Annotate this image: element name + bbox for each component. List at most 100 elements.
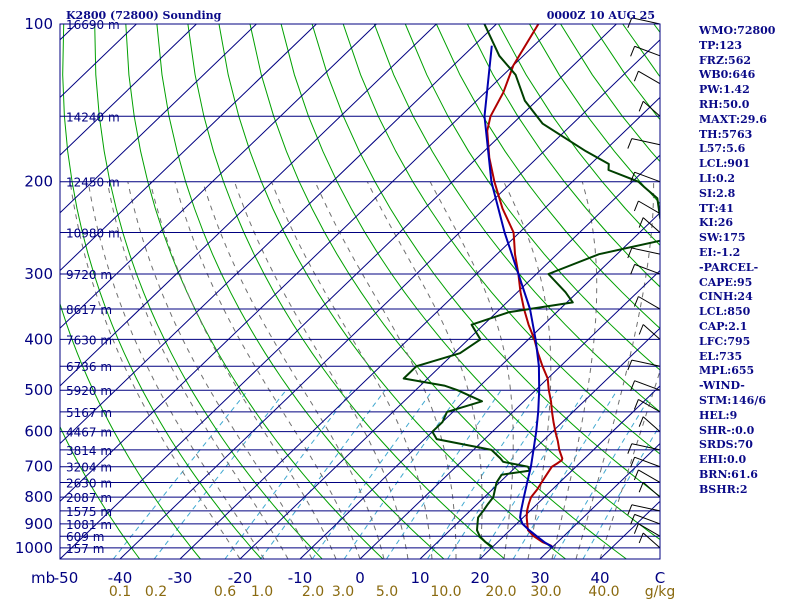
height-label: 5920 m xyxy=(66,384,112,398)
wind-barb xyxy=(642,532,661,549)
mixing-ratio-label: 2.0 xyxy=(302,584,324,600)
dewpoint-line xyxy=(402,24,660,548)
isotherm xyxy=(179,96,660,559)
mixing-ratio-label: 40.0 xyxy=(588,584,619,600)
height-label: 3814 m xyxy=(66,444,112,458)
wind-barb-flag xyxy=(630,457,636,468)
wind-barb-flag xyxy=(627,443,633,454)
moist-adiabat xyxy=(202,181,385,559)
wind-barb-flag xyxy=(630,380,636,391)
moist-adiabat xyxy=(575,181,655,559)
sounding-traces xyxy=(402,24,660,548)
height-label: 6736 m xyxy=(66,360,112,374)
moist-adiabat xyxy=(234,181,409,559)
index-item: -PARCEL- xyxy=(699,260,759,274)
dry-adiabat xyxy=(311,24,660,498)
index-item: LCL:901 xyxy=(699,157,751,171)
dry-adiabat xyxy=(404,24,660,371)
wind-barb xyxy=(642,217,661,233)
index-item: SW:175 xyxy=(699,231,746,245)
temperature-tick-label: 10 xyxy=(410,569,429,587)
wind-barb-flag xyxy=(638,416,644,427)
wind-barb-flag xyxy=(627,247,633,259)
temperature-line xyxy=(486,24,564,548)
mixing-ratio-line xyxy=(311,389,434,559)
index-item: TH:5763 xyxy=(699,127,753,141)
moist-adiabat xyxy=(174,181,361,559)
wind-barb xyxy=(631,17,661,25)
index-item: SRDS:70 xyxy=(699,438,753,452)
temperature-tick-label: 0 xyxy=(355,569,365,587)
wind-barb xyxy=(634,456,661,468)
index-item: SHR-:0.0 xyxy=(699,423,755,437)
dry-adiabat xyxy=(778,24,800,559)
height-label: 609 m xyxy=(66,530,104,544)
wind-barb-flag xyxy=(638,324,644,335)
wind-barb xyxy=(638,200,661,214)
isotherm xyxy=(539,442,660,559)
index-item: BRN:61.6 xyxy=(699,467,758,481)
wind-barb xyxy=(631,359,661,367)
mixing-ratio-label: 30.0 xyxy=(530,584,561,600)
height-label: 8617 m xyxy=(66,303,112,317)
temperature-tick-label: -20 xyxy=(228,569,253,587)
wind-barb xyxy=(634,380,661,391)
wind-barb-flag xyxy=(633,399,639,410)
dry-adiabat xyxy=(94,24,323,559)
wind-barb-flag xyxy=(633,523,639,534)
index-item: TP:123 xyxy=(699,38,743,52)
temperature-tick-label: 30 xyxy=(530,569,549,587)
pressure-tick-label: 100 xyxy=(24,15,53,33)
isotherm xyxy=(60,24,437,387)
temperature-tick-label: -40 xyxy=(108,569,133,587)
height-label: 2630 m xyxy=(66,476,112,490)
index-item: MPL:655 xyxy=(699,364,755,378)
index-item: KI:26 xyxy=(699,216,734,230)
dry-adiabat xyxy=(156,24,445,559)
pressure-tick-label: 600 xyxy=(24,423,53,441)
mixing-ratio-label: 10.0 xyxy=(430,584,461,600)
mixing-ratio-line xyxy=(112,389,249,559)
pressure-tick-label: 800 xyxy=(24,488,53,506)
wind-barb-flag xyxy=(633,200,639,212)
height-label: 1575 m xyxy=(66,505,112,519)
pressure-tick-label: 200 xyxy=(24,173,53,191)
wind-barb xyxy=(638,398,661,413)
index-item: EHI:0.0 xyxy=(699,453,747,467)
temperature-tick-label: -10 xyxy=(288,569,313,587)
height-label: 157 m xyxy=(66,542,104,556)
wind-barb xyxy=(638,296,661,310)
isotherm xyxy=(299,212,660,559)
dry-adiabat xyxy=(498,24,660,246)
moist-adiabat xyxy=(551,181,598,559)
temperature-unit-label: C xyxy=(655,569,665,587)
index-item: MAXT:29.6 xyxy=(699,112,767,126)
isotherm xyxy=(60,24,497,445)
index-item: SI:2.8 xyxy=(699,186,736,200)
temperature-tick-label: 40 xyxy=(590,569,609,587)
index-item: STM:146/6 xyxy=(699,393,766,407)
mixing-ratio-label: 1.0 xyxy=(251,584,273,600)
temperature-tick-label: 20 xyxy=(470,569,489,587)
isotherm xyxy=(60,24,77,41)
height-label: 1081 m xyxy=(66,518,112,532)
index-item: WB0:646 xyxy=(699,68,756,82)
dry-adiabat xyxy=(435,24,660,330)
index-item: LFC:795 xyxy=(699,334,751,348)
height-label: 5167 m xyxy=(66,406,112,420)
dry-adiabat xyxy=(60,425,141,559)
moist-adiabat xyxy=(366,181,483,559)
wind-barb-flag xyxy=(630,172,636,183)
wind-barb xyxy=(631,247,661,255)
wind-barb xyxy=(638,70,661,85)
moist-adiabat xyxy=(127,181,313,559)
index-item: CAP:2.1 xyxy=(699,319,748,333)
pressure-tick-label: 400 xyxy=(24,330,53,348)
mixing-ratio-label: 0.2 xyxy=(145,584,167,600)
wind-barb xyxy=(638,523,661,537)
dry-adiabat xyxy=(466,24,660,288)
station-title: K2800 (72800) Sounding xyxy=(66,9,222,22)
mixing-ratio-line xyxy=(343,389,463,559)
